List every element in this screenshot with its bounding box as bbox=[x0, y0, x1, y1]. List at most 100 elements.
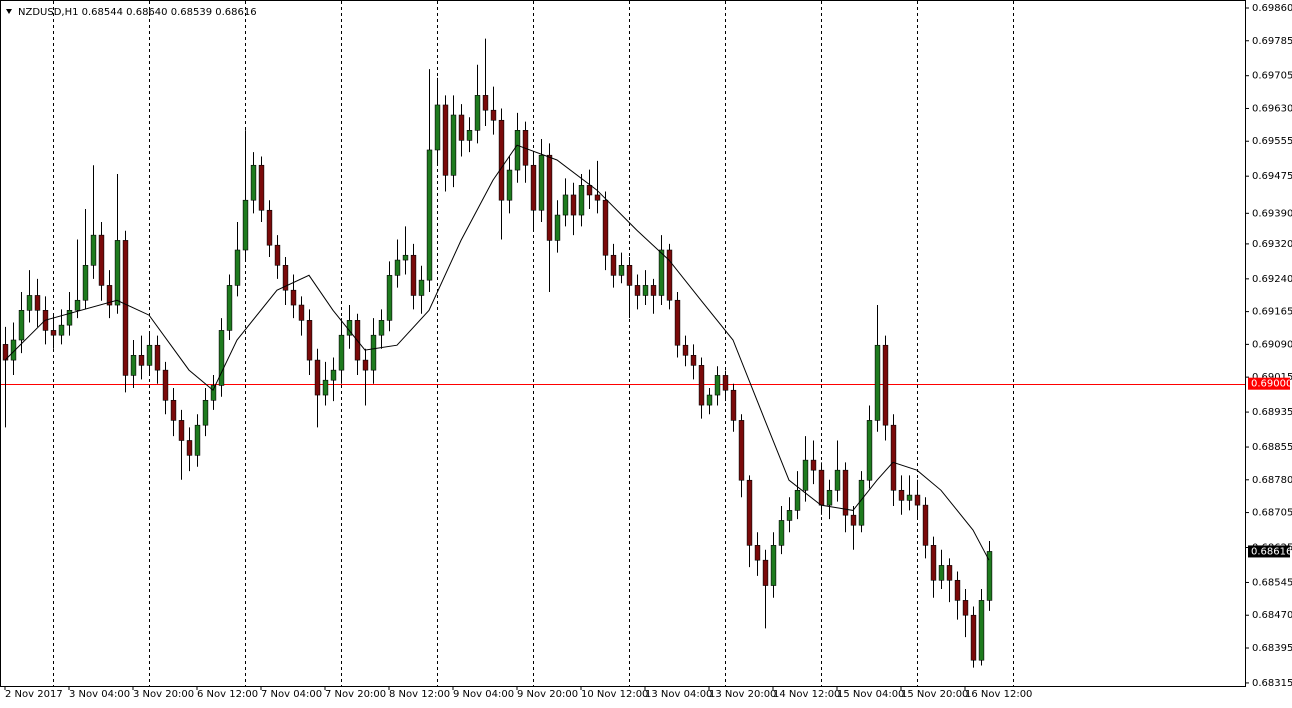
candle-body bbox=[10, 339, 17, 361]
candle-body bbox=[914, 494, 921, 506]
candle-body bbox=[754, 545, 761, 561]
candle-body bbox=[402, 254, 409, 261]
candle-body bbox=[34, 295, 41, 311]
candle-body bbox=[626, 265, 633, 286]
candle-body bbox=[498, 119, 505, 201]
candle-body bbox=[954, 579, 961, 601]
candle-body bbox=[890, 424, 897, 491]
candle-body bbox=[874, 344, 881, 421]
candle-body bbox=[802, 459, 809, 491]
candle-body bbox=[170, 399, 177, 421]
candle-body bbox=[162, 369, 169, 401]
y-tick-label: 0.69390 bbox=[1252, 208, 1292, 219]
y-tick-label: 0.68780 bbox=[1252, 475, 1292, 486]
candle-body bbox=[834, 469, 841, 491]
candle-body bbox=[826, 489, 833, 506]
candle-body bbox=[90, 234, 97, 266]
y-tick-label: 0.68855 bbox=[1252, 442, 1292, 453]
candle-body bbox=[530, 164, 537, 211]
y-tick-label: 0.68545 bbox=[1252, 577, 1292, 588]
candle-body bbox=[586, 185, 593, 196]
candle-body bbox=[458, 114, 465, 141]
x-tick-label: 3 Nov 20:00 bbox=[133, 689, 194, 700]
candle-body bbox=[130, 354, 137, 376]
candle-body bbox=[378, 320, 385, 336]
candle-body bbox=[762, 559, 769, 586]
last-price-label: 0.68616 bbox=[1251, 546, 1292, 557]
candle-body bbox=[898, 489, 905, 501]
candle-body bbox=[466, 130, 473, 141]
candle-body bbox=[866, 420, 873, 481]
x-tick-label: 8 Nov 12:00 bbox=[389, 689, 450, 700]
x-tick-label: 13 Nov 04:00 bbox=[645, 689, 712, 700]
candle-body bbox=[306, 320, 313, 361]
candle-body bbox=[234, 249, 241, 286]
x-tick-label: 15 Nov 04:00 bbox=[837, 689, 904, 700]
candle-body bbox=[602, 199, 609, 256]
candle-body bbox=[242, 199, 249, 251]
candle-body bbox=[290, 289, 297, 306]
x-tick-label: 7 Nov 20:00 bbox=[325, 689, 386, 700]
candle-body bbox=[258, 164, 265, 211]
candle-body bbox=[778, 520, 785, 546]
x-tick-label: 2 Nov 2017 bbox=[5, 689, 63, 700]
candle-body bbox=[722, 375, 729, 391]
candle-body bbox=[66, 309, 73, 326]
candle-body bbox=[26, 295, 33, 311]
y-tick-label: 0.68935 bbox=[1252, 407, 1292, 418]
x-tick-label: 9 Nov 04:00 bbox=[453, 689, 514, 700]
candle-body bbox=[986, 551, 993, 601]
y-tick-label: 0.69240 bbox=[1252, 274, 1292, 285]
x-tick-label: 3 Nov 04:00 bbox=[69, 689, 130, 700]
y-tick-label: 0.69705 bbox=[1252, 71, 1292, 82]
candle-body bbox=[362, 359, 369, 371]
candle-body bbox=[154, 344, 161, 371]
candle-body bbox=[922, 504, 929, 546]
candle-body bbox=[698, 365, 705, 406]
candle-body bbox=[546, 154, 553, 241]
candle-body bbox=[618, 265, 625, 276]
candle-body bbox=[330, 369, 337, 381]
candle-body bbox=[178, 420, 185, 441]
candle-body bbox=[202, 399, 209, 426]
x-tick-label: 9 Nov 20:00 bbox=[517, 689, 578, 700]
candle-body bbox=[738, 420, 745, 481]
candle-body bbox=[770, 545, 777, 586]
candle-body bbox=[562, 194, 569, 216]
candle-body bbox=[850, 514, 857, 526]
candle-body bbox=[474, 95, 481, 131]
candle-body bbox=[266, 209, 273, 246]
candle-body bbox=[946, 565, 953, 581]
candle-body bbox=[282, 265, 289, 291]
candle-body bbox=[394, 259, 401, 276]
candle-body bbox=[746, 479, 753, 546]
candle-body bbox=[794, 489, 801, 511]
candle-body bbox=[978, 600, 985, 661]
candle-body bbox=[18, 309, 25, 341]
candle-body bbox=[210, 385, 217, 401]
candle-body bbox=[434, 104, 441, 151]
candle-body bbox=[274, 244, 281, 266]
candle-body bbox=[114, 240, 121, 306]
candle-body bbox=[810, 459, 817, 471]
y-tick-label: 0.69090 bbox=[1252, 339, 1292, 350]
candle-body bbox=[58, 324, 65, 336]
candle-body bbox=[858, 479, 865, 526]
candle-body bbox=[418, 279, 425, 296]
chart-title: NZDUSD,H1 0.68544 0.68640 0.68539 0.6861… bbox=[18, 7, 257, 18]
x-tick-label: 16 Nov 12:00 bbox=[965, 689, 1032, 700]
candle-body bbox=[554, 214, 561, 241]
y-tick-label: 0.68705 bbox=[1252, 508, 1292, 519]
candle-body bbox=[938, 565, 945, 581]
candle-body bbox=[370, 334, 377, 371]
candle-body bbox=[818, 469, 825, 506]
candle-body bbox=[106, 285, 113, 306]
candle-body bbox=[570, 194, 577, 216]
candle-body bbox=[930, 545, 937, 581]
candle-body bbox=[714, 375, 721, 396]
candle-body bbox=[970, 614, 977, 661]
candle-body bbox=[706, 394, 713, 406]
last-price-label-box bbox=[1248, 545, 1290, 558]
x-tick-label: 6 Nov 12:00 bbox=[197, 689, 258, 700]
